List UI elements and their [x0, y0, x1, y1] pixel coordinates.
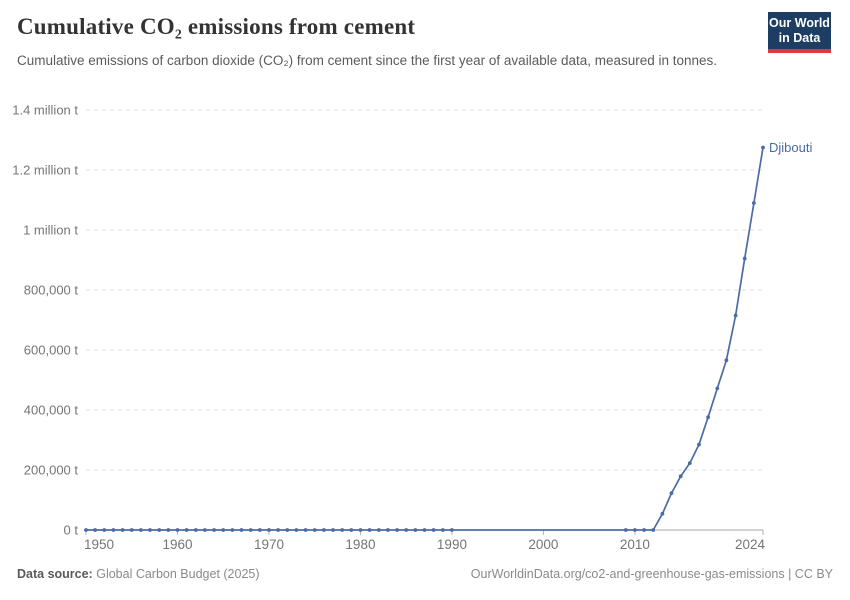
owid-logo[interactable]: Our World in Data — [768, 12, 831, 53]
data-point[interactable] — [322, 528, 326, 532]
x-tick-label: 1970 — [254, 537, 284, 552]
x-tick-label: 2024 — [735, 537, 766, 552]
data-point[interactable] — [752, 201, 756, 205]
y-tick-label: 1.2 million t — [12, 163, 78, 178]
x-tick-label: 1990 — [437, 537, 467, 552]
logo-line-2: in Data — [778, 31, 821, 45]
data-point[interactable] — [422, 528, 427, 532]
x-tick-label: 1980 — [345, 537, 375, 552]
data-source: Data source: Global Carbon Budget (2025) — [17, 567, 260, 581]
data-point[interactable] — [111, 528, 116, 532]
data-point[interactable] — [358, 528, 363, 532]
chart-footer: Data source: Global Carbon Budget (2025)… — [17, 567, 833, 581]
data-point[interactable] — [349, 528, 354, 532]
y-tick-label: 1.4 million t — [12, 103, 78, 118]
data-point[interactable] — [669, 491, 674, 495]
logo-line-1: Our World — [769, 16, 830, 30]
chart-subtitle: Cumulative emissions of carbon dioxide (… — [17, 53, 718, 68]
x-tick-label: 1960 — [162, 537, 192, 552]
data-point[interactable] — [212, 528, 217, 532]
data-point[interactable] — [84, 528, 88, 532]
data-point[interactable] — [761, 145, 765, 150]
data-point[interactable] — [440, 528, 445, 532]
chart-title: Cumulative CO₂ emissions from cement — [17, 14, 416, 39]
data-point[interactable] — [102, 528, 107, 532]
data-point[interactable] — [129, 528, 134, 532]
data-source-value: Global Carbon Budget (2025) — [96, 567, 260, 581]
data-point[interactable] — [285, 528, 290, 532]
data-point[interactable] — [148, 528, 152, 532]
data-point[interactable] — [166, 528, 171, 532]
data-point[interactable] — [413, 528, 418, 532]
data-point[interactable] — [404, 528, 409, 532]
data-point[interactable] — [340, 528, 345, 532]
data-point[interactable] — [157, 528, 162, 532]
data-point[interactable] — [687, 461, 692, 465]
x-tick-label: 2010 — [620, 537, 650, 552]
data-point[interactable] — [276, 528, 280, 532]
credit-link[interactable]: OurWorldinData.org/co2-and-greenhouse-ga… — [470, 567, 833, 581]
data-point[interactable] — [715, 386, 720, 391]
data-point[interactable] — [651, 528, 656, 532]
x-tick-label: 1950 — [84, 537, 114, 552]
data-point[interactable] — [367, 528, 372, 532]
data-point[interactable] — [386, 528, 390, 532]
data-point[interactable] — [450, 528, 454, 532]
data-point[interactable] — [742, 256, 747, 261]
data-point[interactable] — [431, 528, 436, 532]
data-point[interactable] — [257, 528, 262, 532]
data-point[interactable] — [203, 528, 207, 532]
data-point[interactable] — [248, 528, 253, 532]
y-tick-label: 600,000 t — [24, 343, 79, 358]
data-point[interactable] — [642, 528, 646, 532]
y-tick-label: 800,000 t — [24, 283, 79, 298]
data-point[interactable] — [724, 358, 729, 363]
data-point[interactable] — [331, 528, 335, 532]
data-point[interactable] — [221, 528, 226, 532]
y-tick-label: 1 million t — [23, 223, 78, 238]
data-point[interactable] — [633, 528, 637, 532]
series-line-djibouti[interactable] — [86, 147, 764, 531]
data-point[interactable] — [139, 528, 143, 532]
data-point[interactable] — [733, 313, 738, 318]
y-tick-label: 0 t — [64, 523, 79, 538]
data-point[interactable] — [706, 415, 710, 420]
data-point[interactable] — [230, 528, 235, 532]
data-point[interactable] — [312, 528, 317, 532]
data-point[interactable] — [239, 528, 244, 532]
data-point[interactable] — [193, 528, 198, 532]
data-point[interactable] — [678, 474, 683, 479]
y-tick-label: 200,000 t — [24, 463, 79, 478]
data-point[interactable] — [697, 442, 701, 447]
data-point[interactable] — [395, 528, 399, 532]
data-point[interactable] — [184, 528, 189, 532]
data-point[interactable] — [267, 528, 271, 532]
data-point[interactable] — [303, 528, 308, 532]
data-point[interactable] — [120, 528, 125, 532]
data-point[interactable] — [660, 511, 665, 516]
data-point[interactable] — [623, 528, 628, 532]
x-tick-label: 2000 — [528, 537, 558, 552]
y-tick-label: 400,000 t — [24, 403, 79, 418]
data-point[interactable] — [294, 528, 299, 532]
data-source-label: Data source: — [17, 567, 93, 581]
data-point[interactable] — [175, 528, 180, 532]
data-point[interactable] — [93, 528, 97, 532]
data-point[interactable] — [376, 528, 381, 532]
series-label-djibouti[interactable]: Djibouti — [769, 140, 812, 155]
